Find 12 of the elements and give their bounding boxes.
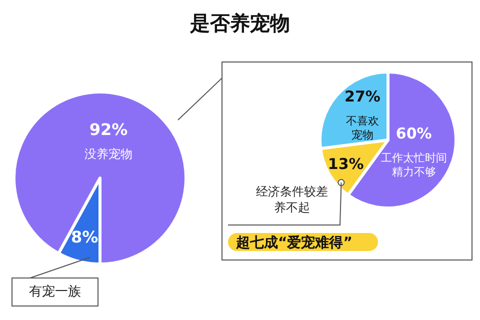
text: 超七成“爱宠难得” bbox=[235, 234, 352, 251]
data-label: 27% bbox=[344, 88, 380, 106]
data-label: 60% bbox=[396, 124, 432, 143]
slice-label: 有宠一族 bbox=[29, 284, 81, 300]
data-label: 13% bbox=[328, 155, 364, 174]
data-label: 92% bbox=[89, 120, 128, 140]
slice-label: 不喜欢宠物 bbox=[346, 114, 379, 142]
slice-label: 没养宠物 bbox=[84, 146, 133, 161]
text: 是否养宠物 bbox=[189, 11, 290, 35]
slice-label: 经济条件较差养不起 bbox=[256, 184, 328, 214]
data-label: 8% bbox=[71, 227, 98, 246]
slice-label: 工作太忙时间精力不够 bbox=[380, 151, 447, 178]
